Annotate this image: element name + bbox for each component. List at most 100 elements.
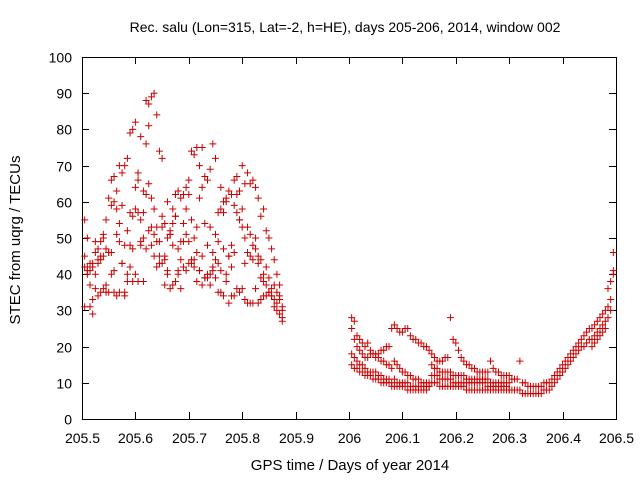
x-tick-label: 206.2 <box>439 430 474 446</box>
data-point <box>588 343 596 351</box>
data-point <box>225 299 233 307</box>
data-point <box>233 209 241 217</box>
data-point <box>102 281 110 289</box>
chart-title: Rec. salu (Lon=315, Lat=-2, h=HE), days … <box>130 19 561 35</box>
y-tick-label: 80 <box>56 122 72 138</box>
data-point <box>599 321 607 329</box>
data-point <box>428 361 436 369</box>
data-point <box>169 281 177 289</box>
data-point <box>190 263 198 271</box>
data-point <box>220 245 228 253</box>
data-point <box>412 335 420 343</box>
data-point <box>83 234 91 242</box>
data-point <box>246 180 254 188</box>
data-point <box>110 172 118 180</box>
data-point <box>97 238 105 246</box>
data-point <box>249 176 257 184</box>
data-point <box>113 187 121 195</box>
data-point <box>495 368 503 376</box>
data-point <box>126 129 134 137</box>
data-point <box>131 183 139 191</box>
data-point <box>273 288 281 296</box>
data-point <box>225 252 233 260</box>
data-point <box>599 310 607 318</box>
data-point <box>276 281 284 289</box>
data-point <box>166 285 174 293</box>
data-point <box>377 372 385 380</box>
y-tick-label: 50 <box>56 231 72 247</box>
data-point <box>609 248 617 256</box>
data-point <box>268 292 276 300</box>
data-point <box>246 230 254 238</box>
x-tick-label: 206.1 <box>385 430 420 446</box>
data-point <box>348 361 356 369</box>
data-point <box>158 223 166 231</box>
data-point <box>203 274 211 282</box>
data-point <box>147 194 155 202</box>
data-point <box>222 270 230 278</box>
y-axis-label: STEC from uqrg / TECUs <box>7 156 24 325</box>
data-point <box>401 368 409 376</box>
data-point <box>591 321 599 329</box>
data-point <box>150 252 158 260</box>
data-point <box>278 317 286 325</box>
data-point <box>583 339 591 347</box>
data-point <box>105 194 113 202</box>
data-point <box>203 241 211 249</box>
data-point <box>537 382 545 390</box>
data-point <box>228 241 236 249</box>
data-point <box>169 241 177 249</box>
data-point <box>131 205 139 213</box>
data-point <box>556 364 564 372</box>
data-point <box>607 296 615 304</box>
data-point <box>126 263 134 271</box>
data-point <box>89 296 97 304</box>
data-point <box>182 183 190 191</box>
data-point <box>414 375 422 383</box>
x-tick-label: 205.8 <box>225 430 260 446</box>
data-point <box>198 281 206 289</box>
data-point <box>230 248 238 256</box>
data-point <box>516 386 524 394</box>
data-point <box>145 227 153 235</box>
data-point <box>182 230 190 238</box>
data-point <box>102 216 110 224</box>
data-point <box>270 296 278 304</box>
data-point <box>353 364 361 372</box>
data-point <box>126 241 134 249</box>
data-point <box>171 212 179 220</box>
data-point <box>361 364 369 372</box>
data-point <box>254 194 262 202</box>
data-point <box>270 256 278 264</box>
data-point <box>548 382 556 390</box>
data-point <box>217 288 225 296</box>
x-tick-label: 205.6 <box>118 430 153 446</box>
data-point <box>94 245 102 253</box>
data-point <box>262 281 270 289</box>
data-point <box>187 147 195 155</box>
data-point <box>110 267 118 275</box>
data-point <box>604 285 612 293</box>
data-point <box>260 205 268 213</box>
data-point <box>91 270 99 278</box>
data-point <box>174 270 182 278</box>
data-point <box>177 194 185 202</box>
data-point <box>179 263 187 271</box>
data-point <box>433 372 441 380</box>
data-point <box>406 372 414 380</box>
data-point <box>129 125 137 133</box>
data-point <box>273 306 281 314</box>
data-point <box>153 111 161 119</box>
data-point <box>99 285 107 293</box>
data-point <box>401 382 409 390</box>
y-tick-label: 90 <box>56 86 72 102</box>
data-point <box>358 361 366 369</box>
data-point <box>113 230 121 238</box>
data-point <box>193 223 201 231</box>
data-point <box>228 263 236 271</box>
data-point <box>588 325 596 332</box>
data-point <box>575 339 583 347</box>
data-point <box>115 288 123 296</box>
data-point <box>209 248 217 256</box>
data-point <box>572 343 580 351</box>
